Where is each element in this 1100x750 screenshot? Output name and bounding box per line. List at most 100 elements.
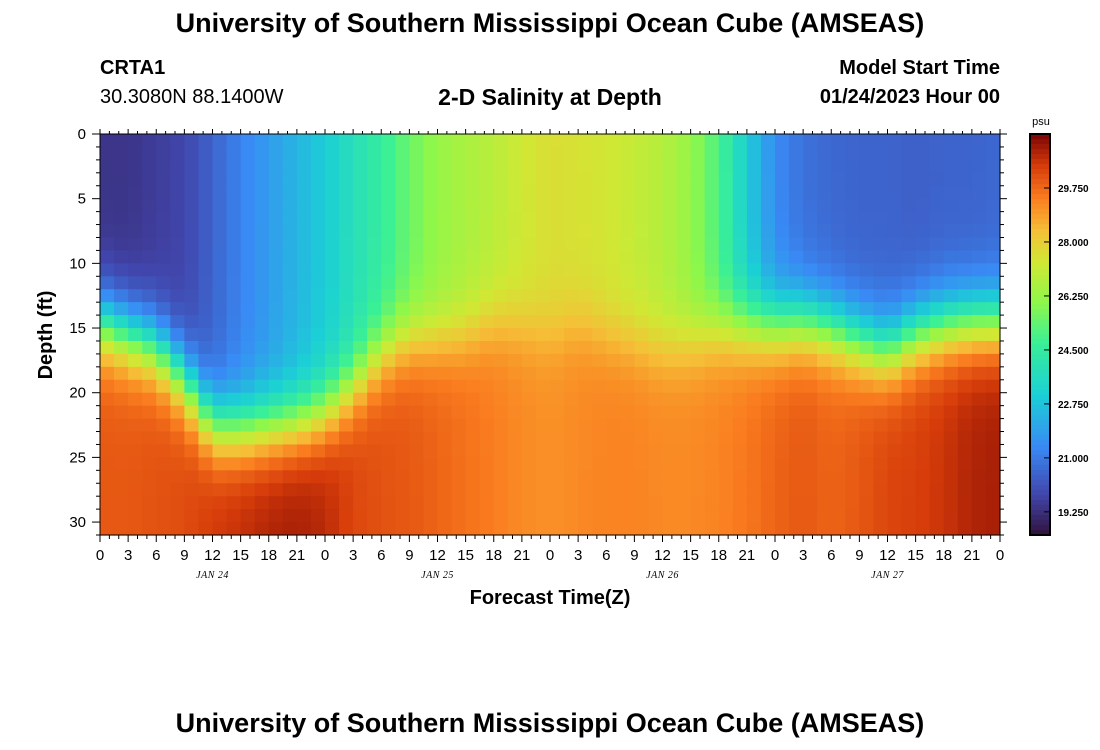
heatmap-cell — [296, 522, 312, 536]
heatmap-cell — [971, 211, 987, 226]
heatmap-cell — [296, 470, 312, 484]
heatmap-cell — [803, 418, 818, 433]
heatmap-cell — [254, 444, 270, 458]
heatmap-cell — [367, 263, 382, 277]
heatmap-cell — [114, 444, 129, 458]
heatmap-cell — [535, 237, 551, 252]
heatmap-cell — [564, 340, 579, 355]
x-tick-label: 21 — [964, 547, 981, 564]
heatmap-cell — [662, 444, 678, 458]
colorbar-segment — [1030, 479, 1050, 486]
colorbar-segment — [1030, 154, 1050, 160]
heatmap-cell — [198, 224, 214, 239]
heatmap-cell — [465, 444, 481, 458]
heatmap-cell — [535, 431, 551, 446]
heatmap-cell — [732, 457, 748, 471]
heatmap-cell — [100, 211, 115, 226]
heatmap-cell — [831, 198, 846, 213]
heatmap-cell — [690, 146, 706, 161]
heatmap-cell — [915, 172, 931, 187]
heatmap-cell — [521, 276, 537, 290]
heatmap-cell — [718, 405, 734, 420]
heatmap-cell — [676, 289, 692, 303]
heatmap-cell — [690, 198, 706, 213]
heatmap-cell — [718, 483, 734, 497]
heatmap-cell — [775, 172, 790, 187]
heatmap-cell — [662, 418, 678, 433]
heatmap-cell — [240, 302, 256, 316]
heatmap-cell — [971, 392, 987, 407]
heatmap-cell — [156, 211, 171, 226]
heatmap-cell — [789, 353, 804, 368]
heatmap-cell — [550, 185, 565, 200]
heatmap-cell — [845, 172, 860, 187]
colorbar-segment — [1030, 234, 1050, 240]
heatmap-cell — [254, 457, 270, 471]
heatmap-cell — [128, 405, 143, 420]
heatmap-cell — [887, 146, 903, 161]
heatmap-cell — [493, 496, 509, 510]
heatmap-cell — [114, 302, 129, 316]
colorbar-segment — [1030, 214, 1050, 220]
heatmap-cell — [817, 483, 832, 497]
heatmap-cell — [873, 366, 889, 381]
heatmap-cell — [690, 431, 706, 446]
heatmap-cell — [184, 224, 200, 239]
heatmap-cell — [760, 353, 776, 368]
heatmap-cell — [606, 379, 621, 394]
heatmap-cell — [310, 250, 326, 264]
heatmap-cell — [128, 483, 143, 497]
heatmap-cell — [409, 302, 425, 316]
heatmap-cell — [775, 276, 790, 290]
x-tick-label: 15 — [682, 547, 699, 564]
heatmap-cell — [493, 444, 509, 458]
heatmap-cell — [648, 146, 664, 161]
heatmap-cell — [226, 224, 242, 239]
heatmap-cell — [493, 328, 509, 342]
heatmap-cell — [100, 509, 115, 523]
heatmap-cell — [128, 315, 143, 329]
heatmap-cell — [803, 172, 818, 187]
heatmap-cell — [929, 457, 945, 471]
heatmap-cell — [775, 496, 790, 510]
heatmap-cell — [732, 509, 748, 523]
heatmap-cells — [100, 134, 1001, 536]
heatmap-cell — [817, 405, 832, 420]
heatmap-cell — [732, 366, 748, 381]
heatmap-cell — [254, 509, 270, 523]
heatmap-cell — [479, 237, 495, 252]
heatmap-cell — [226, 470, 242, 484]
heatmap-cell — [325, 522, 340, 536]
colorbar-segment — [1030, 504, 1050, 511]
heatmap-cell — [254, 224, 270, 239]
heatmap-cell — [240, 470, 256, 484]
heatmap-cell — [507, 496, 523, 510]
heatmap-cell — [142, 470, 157, 484]
heatmap-cell — [943, 328, 959, 342]
heatmap-cell — [325, 250, 340, 264]
heatmap-cell — [845, 211, 860, 226]
heatmap-cell — [493, 340, 509, 355]
heatmap-cell — [943, 224, 959, 239]
colorbar-segment — [1030, 239, 1050, 245]
heatmap-cell — [507, 353, 523, 368]
heatmap-cell — [507, 185, 523, 200]
heatmap-cell — [564, 470, 579, 484]
heatmap-cell — [592, 263, 607, 277]
colorbar-segment — [1030, 284, 1050, 290]
heatmap-cell — [310, 496, 326, 510]
heatmap-cell — [395, 405, 410, 420]
heatmap-cell — [535, 276, 551, 290]
heatmap-cell — [831, 237, 846, 252]
heatmap-cell — [310, 522, 326, 536]
heatmap-cell — [367, 146, 382, 161]
heatmap-cell — [873, 134, 889, 148]
heatmap-cell — [592, 328, 607, 342]
heatmap-cell — [957, 470, 973, 484]
heatmap-cell — [606, 198, 621, 213]
heatmap-cell — [887, 328, 903, 342]
heatmap-cell — [564, 302, 579, 316]
heatmap-cell — [465, 237, 481, 252]
heatmap-cell — [775, 353, 790, 368]
heatmap-cell — [943, 496, 959, 510]
